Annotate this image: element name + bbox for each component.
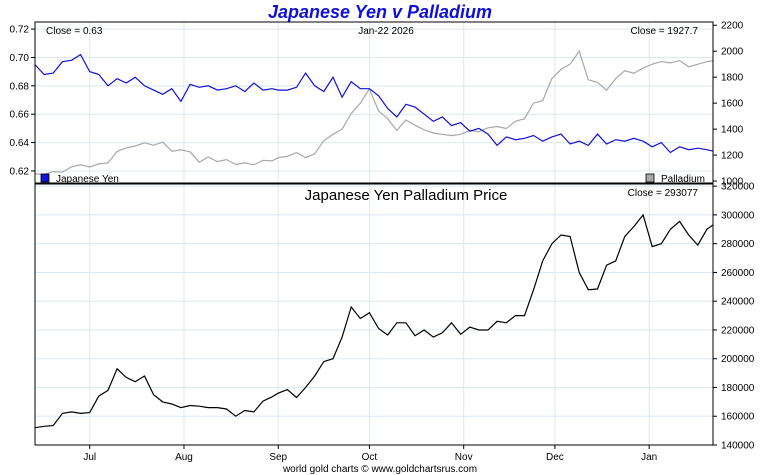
chart-title: Japanese Yen v Palladium xyxy=(267,2,493,22)
bottom-right-tick-label: 220000 xyxy=(721,325,755,336)
top-right-tick-label: 1000 xyxy=(721,177,744,188)
top-right-tick-label: 2000 xyxy=(721,47,744,58)
top-left-tick-label: 0.72 xyxy=(10,25,30,36)
top-panel-frame xyxy=(34,21,714,184)
top-date-label: Jan-22 2026 xyxy=(358,26,414,37)
top-left-close-label: Close = 0.63 xyxy=(46,26,103,37)
bottom-right-tick-label: 140000 xyxy=(721,441,755,452)
x-tick-label: Dec xyxy=(546,452,564,463)
top-left-tick-label: 0.62 xyxy=(10,166,30,177)
top-right-tick-label: 1600 xyxy=(721,99,744,110)
yen-palladium-price-line xyxy=(34,213,714,429)
top-panel-background xyxy=(35,22,713,183)
x-tick-label: Oct xyxy=(362,452,378,463)
top-right-tick-label: 1400 xyxy=(721,125,744,136)
legend-yen-swatch xyxy=(40,173,50,183)
bottom-right-tick-label: 160000 xyxy=(721,412,755,423)
x-tick-label: Jul xyxy=(83,452,96,463)
x-axis: Jul Aug Sep Oct Nov Dec Jan xyxy=(83,445,657,463)
bottom-right-tick-label: 180000 xyxy=(721,383,755,394)
x-tick-label: Jan xyxy=(641,452,657,463)
bottom-right-tick-label: 260000 xyxy=(721,268,755,279)
x-tick-label: Nov xyxy=(455,452,473,463)
top-left-tick-label: 0.70 xyxy=(10,53,30,64)
top-right-tick-label: 2200 xyxy=(721,21,744,32)
top-panel-series xyxy=(34,49,714,175)
bottom-right-tick-label: 300000 xyxy=(721,210,755,221)
legend-palladium-swatch xyxy=(645,173,655,183)
bottom-panel-series xyxy=(34,213,714,429)
legend-palladium-label: Palladium xyxy=(661,174,705,185)
bottom-right-axis: 320000 300000 280000 260000 240000 220000 2000… xyxy=(713,182,755,452)
top-left-tick-label: 0.66 xyxy=(10,110,30,121)
footer-credit: world gold charts © www.goldchartsrus.co… xyxy=(282,464,477,475)
x-tick-label: Aug xyxy=(175,452,193,463)
top-right-close-label: Close = 1927.7 xyxy=(630,26,698,37)
bottom-right-tick-label: 280000 xyxy=(721,239,755,250)
bottom-right-close-label: Close = 293077 xyxy=(628,188,699,199)
bottom-panel-frame xyxy=(34,183,714,446)
top-left-tick-label: 0.68 xyxy=(10,81,30,92)
x-tick-label: Sep xyxy=(269,452,287,463)
yen-series-line xyxy=(34,53,714,154)
top-left-axis: 0.72 0.70 0.68 0.66 0.64 0.62 xyxy=(10,25,35,177)
top-right-tick-label: 1200 xyxy=(721,151,744,162)
bottom-right-tick-label: 320000 xyxy=(721,182,755,193)
legend-yen-label: Japanese Yen xyxy=(56,174,119,185)
top-panel-grid xyxy=(35,22,713,183)
bottom-panel-title: Japanese Yen Palladium Price xyxy=(305,187,508,204)
palladium-series-line xyxy=(34,49,714,175)
bottom-right-tick-label: 200000 xyxy=(721,354,755,365)
top-left-tick-label: 0.64 xyxy=(10,138,30,149)
bottom-panel-background xyxy=(35,184,713,445)
top-right-tick-label: 1800 xyxy=(721,73,744,84)
top-right-axis: 2200 2000 1800 1600 1400 1200 1000 xyxy=(713,21,744,188)
bottom-right-tick-label: 240000 xyxy=(721,297,755,308)
